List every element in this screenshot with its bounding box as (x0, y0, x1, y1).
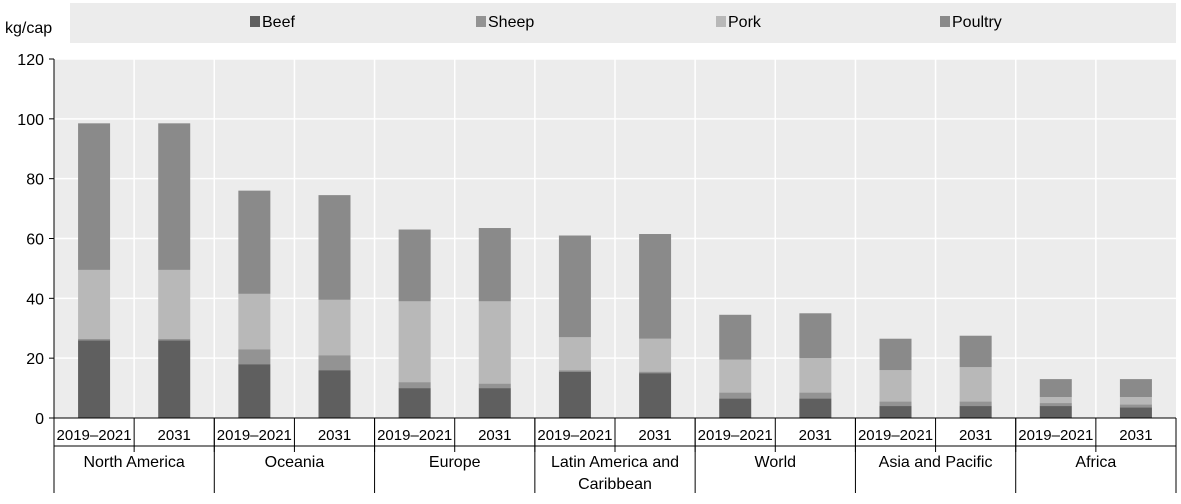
y-tick-label: 20 (26, 351, 44, 368)
x-tick-label: 2019–2021 (377, 427, 452, 444)
bar-segment-pork (1119, 397, 1152, 405)
x-tick-label: 2019–2021 (1018, 427, 1093, 444)
bar-segment-sheep (959, 401, 992, 407)
legend-label-beef: Beef (262, 14, 295, 31)
bar-segment-sheep (478, 383, 511, 389)
y-axis-label: kg/cap (5, 20, 52, 37)
bar-segment-sheep (799, 392, 832, 399)
x-tick-label: 2019–2021 (537, 427, 612, 444)
bar-segment-sheep (398, 382, 431, 389)
x-tick-label: 2031 (799, 427, 832, 444)
bar-segment-beef (318, 370, 351, 418)
bar-segment-beef (639, 373, 672, 418)
bar-segment-pork (478, 301, 511, 384)
bar-segment-pork (318, 299, 351, 356)
bar-segment-beef (1119, 407, 1152, 418)
bar-segment-beef (238, 364, 271, 418)
group-label: Oceania (265, 454, 325, 471)
x-tick-label: 2031 (478, 427, 511, 444)
bar-segment-beef (719, 398, 752, 418)
bar-segment-sheep (318, 355, 351, 371)
bar-segment-poultry (238, 190, 271, 294)
bar-segment-sheep (1039, 403, 1072, 407)
x-tick-label: 2031 (1119, 427, 1152, 444)
bar-segment-pork (398, 301, 431, 383)
bar-segment-beef (78, 340, 111, 418)
bar-segment-poultry (158, 123, 191, 270)
bar-segment-beef (558, 371, 591, 418)
y-tick-label: 100 (17, 112, 44, 129)
bar-segment-sheep (1119, 404, 1152, 408)
bar-segment-poultry (478, 228, 511, 302)
x-tick-label: 2031 (959, 427, 992, 444)
x-tick-label: 2031 (158, 427, 191, 444)
y-tick-label: 0 (35, 411, 44, 428)
bar-segment-poultry (639, 234, 672, 339)
x-tick-label: 2031 (638, 427, 671, 444)
bar-segment-sheep (879, 401, 912, 407)
bar-segment-poultry (879, 338, 912, 371)
group-label: Europe (429, 454, 481, 471)
x-tick-label: 2019–2021 (57, 427, 132, 444)
group-label: Caribbean (578, 476, 652, 493)
x-tick-label: 2019–2021 (217, 427, 292, 444)
y-tick-label: 40 (26, 291, 44, 308)
bar-segment-sheep (719, 392, 752, 399)
bar-segment-sheep (639, 371, 672, 374)
bar-segment-poultry (799, 313, 832, 359)
legend-swatch-beef (250, 16, 260, 27)
legend-swatch-poultry (940, 16, 950, 27)
bar-segment-sheep (78, 338, 111, 341)
bar-segment-beef (158, 340, 191, 418)
legend-label-pork: Pork (728, 14, 762, 31)
bar-segment-pork (78, 269, 111, 339)
bar-segment-pork (639, 338, 672, 372)
legend-panel (70, 3, 1176, 43)
y-tick-label: 80 (26, 172, 44, 189)
bar-segment-beef (879, 406, 912, 418)
group-label: North America (83, 454, 184, 471)
bar-segment-poultry (1039, 379, 1072, 398)
x-tick-label: 2019–2021 (698, 427, 773, 444)
bar-segment-pork (558, 337, 591, 371)
legend-swatch-sheep (476, 16, 486, 27)
bar-segment-beef (398, 388, 431, 418)
bar-segment-beef (478, 388, 511, 418)
bar-segment-poultry (398, 229, 431, 302)
y-tick-label: 60 (26, 232, 44, 249)
bar-segment-pork (719, 359, 752, 393)
bar-segment-sheep (238, 349, 271, 365)
bar-segment-poultry (558, 235, 591, 338)
bar-segment-poultry (318, 195, 351, 300)
y-tick-label: 120 (17, 52, 44, 69)
group-label: World (755, 454, 797, 471)
bar-segment-sheep (558, 370, 591, 372)
group-label: Asia and Pacific (879, 454, 993, 471)
bar-segment-pork (238, 293, 271, 350)
group-label: Africa (1075, 454, 1116, 471)
bar-segment-beef (959, 406, 992, 418)
legend-label-poultry: Poultry (952, 14, 1002, 31)
bar-segment-beef (1039, 406, 1072, 418)
bar-segment-pork (799, 358, 832, 393)
x-tick-label: 2031 (318, 427, 351, 444)
bar-segment-beef (799, 398, 832, 418)
bar-segment-poultry (78, 123, 111, 270)
bar-segment-sheep (158, 338, 191, 341)
bar-segment-pork (879, 370, 912, 402)
group-label: Latin America and (551, 454, 679, 471)
bar-segment-pork (1039, 397, 1072, 404)
legend-swatch-pork (716, 16, 726, 27)
bar-segment-poultry (959, 335, 992, 368)
bar-segment-poultry (1119, 379, 1152, 398)
bar-segment-pork (959, 367, 992, 402)
x-tick-label: 2019–2021 (858, 427, 933, 444)
legend-label-sheep: Sheep (488, 14, 534, 31)
bar-segment-pork (158, 269, 191, 339)
bar-segment-poultry (719, 314, 752, 360)
